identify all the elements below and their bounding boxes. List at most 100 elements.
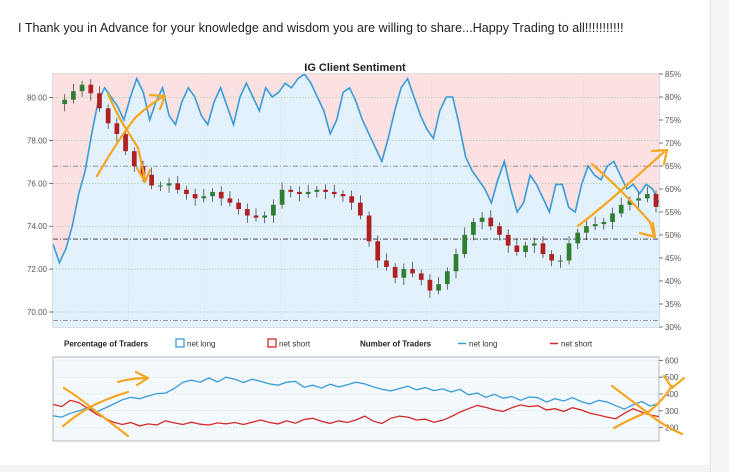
price-candle: [505, 234, 511, 246]
num-short-line: [52, 399, 660, 427]
price-candle: [97, 93, 102, 109]
price-candle: [531, 243, 537, 246]
lower-right-tick-label: 400: [665, 390, 679, 399]
price-candle: [418, 273, 424, 280]
price-candle: [71, 91, 76, 100]
price-candle: [592, 224, 598, 227]
legend-percentage-label: Percentage of Traders: [64, 340, 149, 349]
price-candle: [618, 204, 624, 214]
right-tick-label: 60%: [665, 185, 681, 194]
left-tick-label: 76.00: [27, 179, 48, 188]
lower-chart: Percentage of Traders net long net short…: [52, 338, 660, 442]
right-tick-label: 75%: [665, 116, 681, 125]
price-candle: [114, 123, 120, 135]
right-tick-label: 40%: [665, 277, 681, 286]
price-candle: [201, 196, 207, 199]
price-candle: [192, 194, 198, 199]
chart-title: IG Client Sentiment: [304, 62, 406, 74]
annotation-arrow-right-lower: [662, 374, 686, 390]
right-tick-label: 50%: [665, 231, 681, 240]
price-candle: [175, 183, 181, 190]
price-candle: [523, 245, 528, 252]
price-candle: [88, 84, 94, 94]
lower-right-tick-label: 500: [665, 373, 679, 382]
right-tick-label: 70%: [665, 139, 681, 148]
annotation-cross-right: [610, 384, 684, 436]
price-candle: [218, 191, 224, 199]
price-candle: [575, 232, 581, 244]
post-text: I Thank you in Advance for your knowledg…: [18, 21, 624, 35]
price-candle: [471, 221, 476, 235]
main-chart: IG Client Sentiment: [52, 62, 660, 328]
price-candle: [375, 241, 381, 261]
price-candle: [453, 254, 459, 272]
price-candle: [392, 266, 398, 278]
price-candle: [288, 189, 294, 192]
annotation-cross-left: [61, 386, 130, 438]
price-candle: [436, 284, 441, 291]
price-candle: [462, 234, 468, 255]
price-candle: [166, 183, 172, 186]
annotation-arrow-up-2: [576, 148, 669, 228]
price-candle: [184, 189, 189, 195]
price-candle: [549, 254, 555, 261]
price-candle: [401, 269, 407, 278]
price-candle: [236, 202, 241, 210]
price-candle: [62, 99, 68, 105]
right-tick-label: 35%: [665, 300, 681, 309]
annotation-arrow-up-1: [95, 93, 167, 178]
price-candle: [479, 217, 485, 222]
left-tick-label: 72.00: [27, 265, 48, 274]
legend-num-long-label: net long: [469, 340, 497, 349]
left-tick-label: 80.00: [27, 94, 48, 103]
price-candle: [540, 243, 546, 255]
price-candle: [262, 215, 268, 218]
left-tick-label: 78.00: [27, 136, 48, 145]
annotation-arrow-down-1: [106, 92, 152, 184]
price-candle: [444, 271, 450, 285]
price-candle: [340, 194, 346, 197]
right-tick-label: 30%: [665, 323, 681, 332]
right-tick-label: 55%: [665, 208, 681, 217]
price-candle: [157, 185, 163, 187]
annotation-arrow-left-lower: [116, 370, 150, 387]
legend-num-short-label: net short: [561, 340, 593, 349]
price-candle: [131, 151, 137, 167]
price-candle: [210, 191, 215, 197]
price-candle: [584, 226, 589, 233]
price-candle: [610, 213, 615, 222]
legend-pct-long-label: net long: [187, 340, 215, 349]
price-candle: [557, 260, 563, 262]
price-candle: [79, 84, 85, 92]
legend-pct-long-swatch: [175, 338, 185, 348]
price-candle: [331, 191, 337, 195]
price-candle: [644, 194, 650, 199]
price-candle: [253, 215, 259, 218]
legend-pct-short-swatch: [267, 338, 277, 348]
price-candle: [105, 108, 111, 124]
price-candle: [384, 260, 389, 267]
price-candle: [305, 191, 311, 195]
price-candle: [244, 209, 250, 216]
right-tick-label: 45%: [665, 254, 681, 263]
right-tick-label: 65%: [665, 162, 681, 171]
price-candle: [314, 189, 320, 192]
legend-pct-short-label: net short: [279, 340, 311, 349]
price-candle: [123, 134, 128, 152]
price-candle: [279, 189, 285, 205]
num-long-line: [52, 376, 660, 418]
price-candle: [410, 269, 415, 274]
price-candle: [271, 204, 276, 216]
price-candle: [323, 189, 328, 192]
legend-number-label: Number of Traders: [360, 340, 432, 349]
lower-right-tick-label: 600: [665, 356, 679, 365]
net-long-sentiment-line: [53, 74, 659, 265]
right-tick-label: 80%: [665, 93, 681, 102]
right-tick-label: 85%: [665, 70, 681, 79]
price-candle: [149, 174, 155, 186]
scroll-rail: [710, 0, 729, 472]
price-candle: [566, 243, 572, 261]
price-candle: [227, 198, 233, 203]
price-candle: [601, 221, 607, 225]
price-candle: [636, 198, 641, 201]
